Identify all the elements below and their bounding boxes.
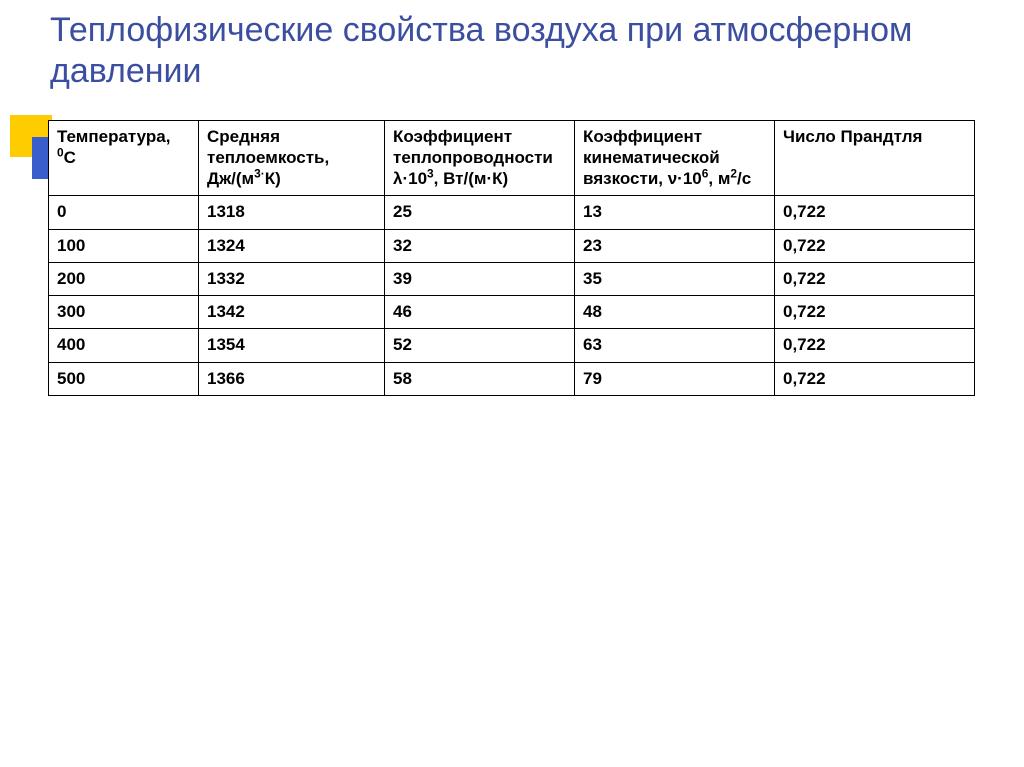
- table-cell: 0,722: [775, 262, 975, 295]
- table-cell: 0,722: [775, 229, 975, 262]
- table-cell: 500: [49, 362, 199, 395]
- table-cell: 1318: [199, 196, 385, 229]
- table-cell: 300: [49, 296, 199, 329]
- table-cell: 39: [385, 262, 575, 295]
- table-row: 400135452630,722: [49, 329, 975, 362]
- properties-table: Температура, 0С Средняя теплоемкость, Дж…: [48, 120, 975, 396]
- table-header-row: Температура, 0С Средняя теплоемкость, Дж…: [49, 120, 975, 196]
- properties-table-container: Температура, 0С Средняя теплоемкость, Дж…: [48, 120, 974, 396]
- table-cell: 1332: [199, 262, 385, 295]
- table-cell: 0,722: [775, 196, 975, 229]
- table-cell: 79: [575, 362, 775, 395]
- col-header-kinematic-viscosity: Коэффициент кинематической вязкости, ν·1…: [575, 120, 775, 196]
- table-row: 200133239350,722: [49, 262, 975, 295]
- col-header-prandtl: Число Прандтля: [775, 120, 975, 196]
- table-cell: 13: [575, 196, 775, 229]
- page-title: Теплофизические свойства воздуха при атм…: [0, 0, 1024, 92]
- table-cell: 48: [575, 296, 775, 329]
- table-cell: 200: [49, 262, 199, 295]
- table-cell: 1354: [199, 329, 385, 362]
- table-cell: 23: [575, 229, 775, 262]
- table-cell: 100: [49, 229, 199, 262]
- col-header-thermal-conductivity: Коэффициент теплопроводности λ·103, Вт/(…: [385, 120, 575, 196]
- table-cell: 46: [385, 296, 575, 329]
- table-cell: 52: [385, 329, 575, 362]
- table-body: 0131825130,722100132432230,7222001332393…: [49, 196, 975, 396]
- table-cell: 400: [49, 329, 199, 362]
- table-cell: 0,722: [775, 362, 975, 395]
- table-cell: 0,722: [775, 296, 975, 329]
- table-row: 100132432230,722: [49, 229, 975, 262]
- table-cell: 58: [385, 362, 575, 395]
- col-header-heat-capacity: Средняя теплоемкость, Дж/(м3·К): [199, 120, 385, 196]
- table-cell: 25: [385, 196, 575, 229]
- table-cell: 0: [49, 196, 199, 229]
- table-row: 300134246480,722: [49, 296, 975, 329]
- table-row: 0131825130,722: [49, 196, 975, 229]
- table-cell: 32: [385, 229, 575, 262]
- table-cell: 35: [575, 262, 775, 295]
- table-row: 500136658790,722: [49, 362, 975, 395]
- table-cell: 0,722: [775, 329, 975, 362]
- col-header-temperature: Температура, 0С: [49, 120, 199, 196]
- table-cell: 1324: [199, 229, 385, 262]
- table-cell: 1342: [199, 296, 385, 329]
- table-cell: 1366: [199, 362, 385, 395]
- table-cell: 63: [575, 329, 775, 362]
